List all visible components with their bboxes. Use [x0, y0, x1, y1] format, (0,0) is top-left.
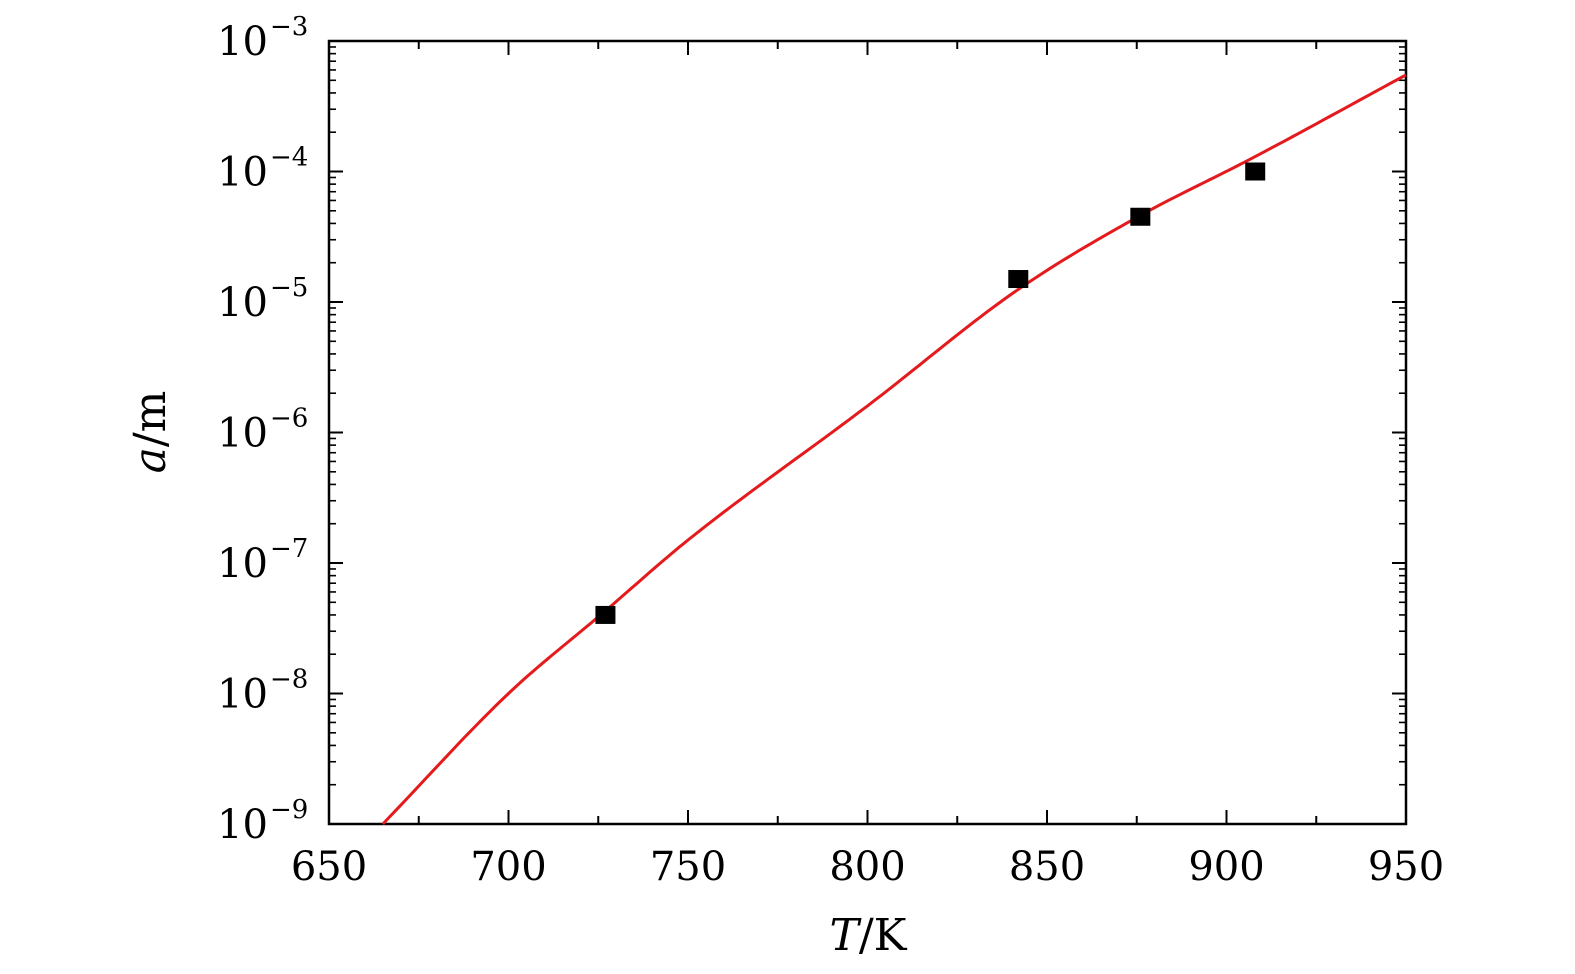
y-tick-label: 10 [217, 411, 268, 457]
y-tick-label-base: 10 [217, 19, 268, 65]
data-point [595, 605, 616, 624]
x-tick-label: 700 [470, 844, 546, 890]
y-tick-label-exponent: −6 [270, 404, 308, 434]
x-tick-label: 650 [291, 844, 367, 890]
y-tick-label-base: 10 [217, 280, 268, 326]
y-axis-label-unit: /m [125, 391, 176, 448]
plot-content [381, 73, 1407, 826]
y-tick-label-exponent: −5 [270, 273, 308, 303]
x-tick-label: 950 [1368, 844, 1444, 890]
fit-curve [381, 73, 1407, 826]
y-tick-label-base: 10 [217, 411, 268, 457]
y-tick-label-exponent: −4 [270, 143, 308, 173]
y-tick-label-exponent: −8 [270, 665, 308, 695]
y-tick-label-exponent: −9 [270, 795, 308, 825]
y-tick-label-base: 10 [217, 672, 268, 718]
y-tick-label-exponent: −3 [270, 12, 308, 42]
y-tick-label: 10 [217, 150, 268, 196]
y-tick-label: 10 [217, 19, 268, 65]
y-tick-label: 10 [217, 280, 268, 326]
y-tick-label-base: 10 [217, 802, 268, 848]
x-tick-label: 800 [829, 844, 905, 890]
y-tick-label: 10 [217, 541, 268, 587]
x-axis-label-unit: /K [859, 910, 908, 961]
y-axis-label: a/m [125, 391, 176, 474]
y-axis-label-var: a [125, 447, 176, 473]
x-axis-label-var: T [829, 910, 862, 961]
data-point [1130, 207, 1151, 226]
x-tick-label: 900 [1188, 844, 1264, 890]
y-tick-label-exponent: −7 [270, 534, 308, 564]
x-tick-label: 750 [650, 844, 726, 890]
y-tick-label: 10 [217, 802, 268, 848]
y-tick-label-base: 10 [217, 150, 268, 196]
x-axis-label: T/K [829, 910, 907, 961]
data-point [1008, 270, 1029, 289]
plot-frame [327, 39, 1408, 826]
x-tick-label: 850 [1009, 844, 1085, 890]
data-point [1245, 162, 1266, 181]
y-tick-label: 10 [217, 672, 268, 718]
y-tick-label-base: 10 [217, 541, 268, 587]
